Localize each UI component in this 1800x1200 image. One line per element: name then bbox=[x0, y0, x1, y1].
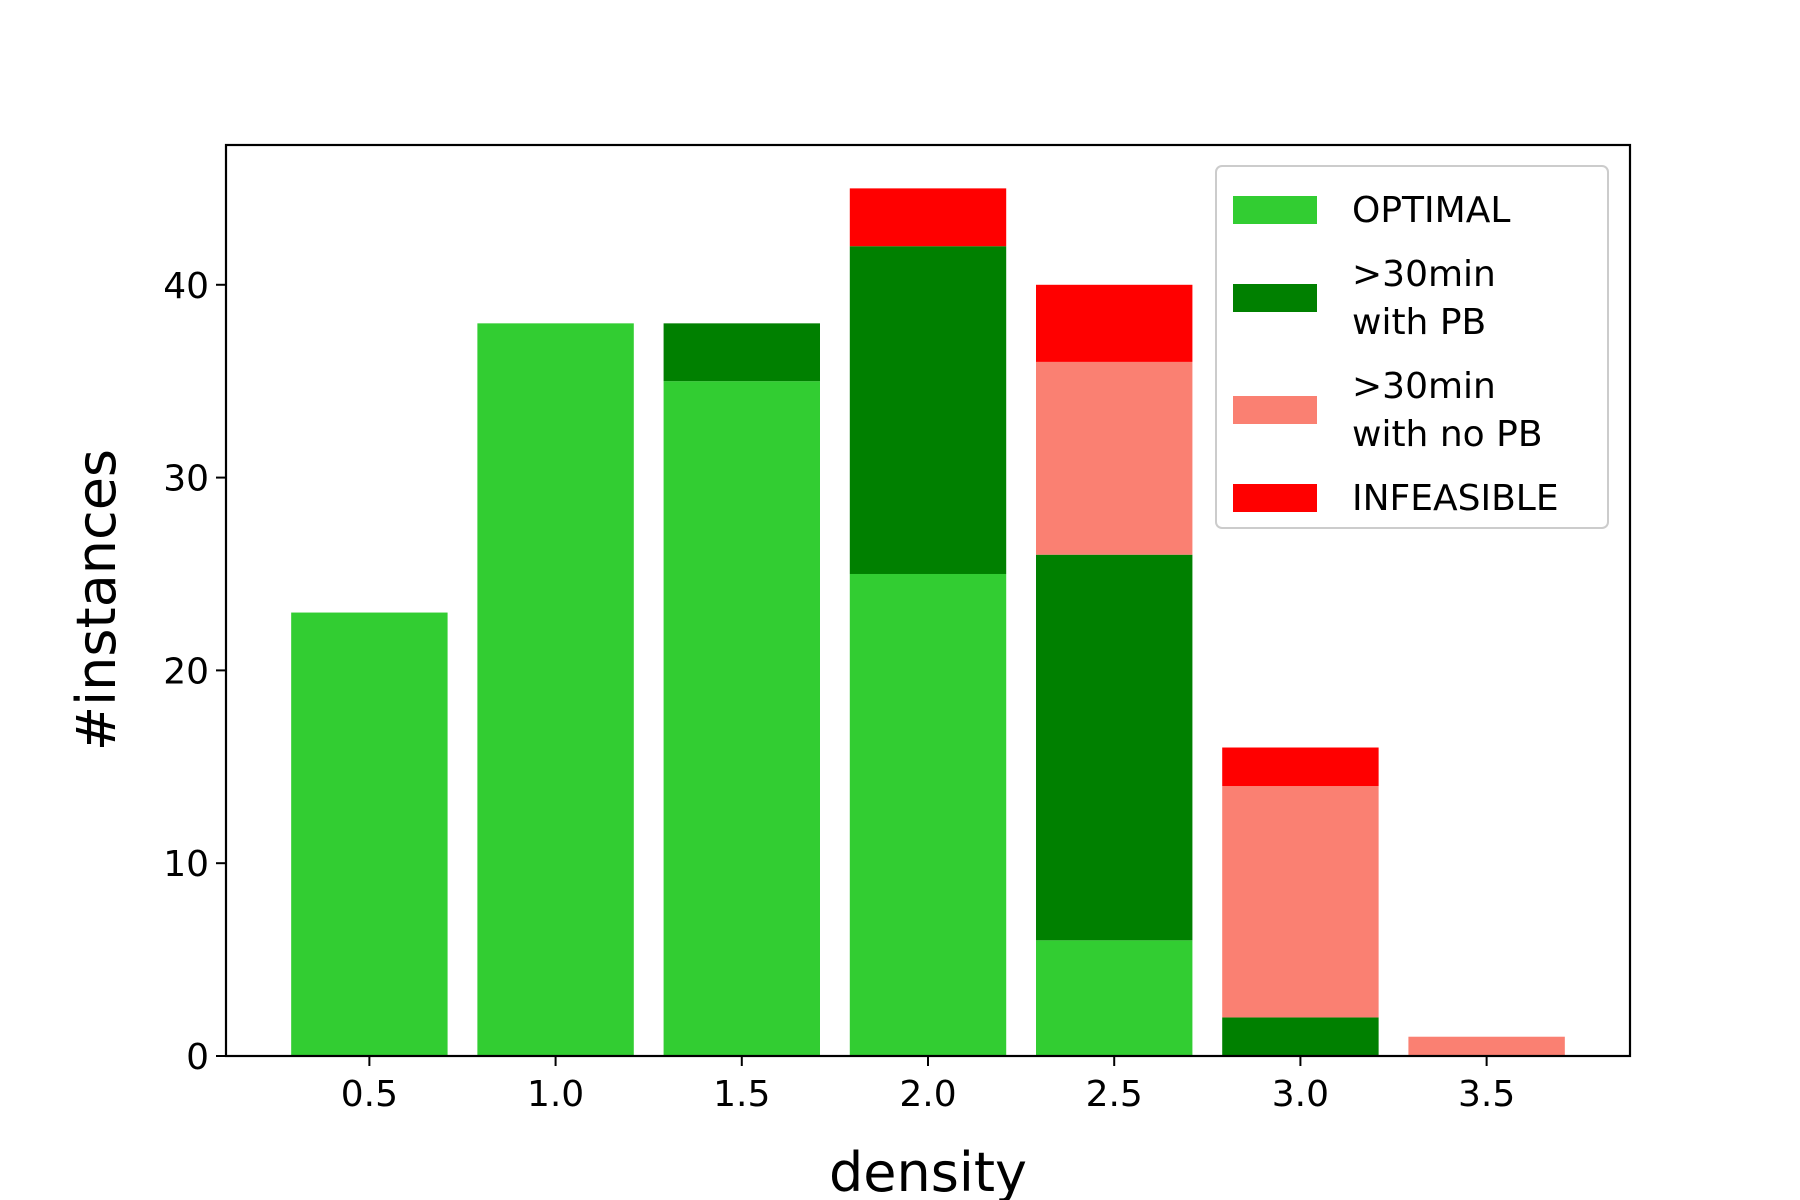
legend-swatch-1 bbox=[1233, 284, 1317, 312]
legend-label-3: INFEASIBLE bbox=[1352, 478, 1559, 519]
y-tick-label: 10 bbox=[163, 844, 209, 885]
y-axis: 0 10 20 30 40 bbox=[163, 266, 226, 1078]
legend-label-1: with PB bbox=[1352, 302, 1486, 343]
legend-frame bbox=[1215, 165, 1609, 529]
legend-label-2: with no PB bbox=[1352, 414, 1543, 455]
x-axis: 0.5 1.0 1.5 2.0 2.5 3.0 3.5 bbox=[341, 1056, 1515, 1115]
legend-swatch-0 bbox=[1233, 196, 1317, 224]
bar-2_5-series-2 bbox=[1036, 361, 1193, 555]
bar-0_5-series-0 bbox=[291, 612, 448, 1056]
y-tick-label: 20 bbox=[163, 651, 209, 692]
x-tick-label: 1.0 bbox=[527, 1074, 584, 1115]
x-tick-label: 2.5 bbox=[1086, 1074, 1143, 1115]
bar-2_0-series-3 bbox=[849, 188, 1007, 247]
legend-swatch-2 bbox=[1233, 396, 1317, 424]
bar-3_0-series-2 bbox=[1222, 786, 1379, 1018]
legend: OPTIMAL >30min with PB >30min with no PB INFE… bbox=[1215, 165, 1609, 529]
bar-2_5-series-3 bbox=[1036, 284, 1193, 362]
x-tick-label: 2.0 bbox=[899, 1074, 956, 1115]
bar-2_5-series-1 bbox=[1036, 554, 1193, 941]
bar-1_5-series-0 bbox=[663, 381, 820, 1056]
bar-2_0-series-1 bbox=[849, 246, 1007, 574]
x-tick-label: 0.5 bbox=[341, 1074, 398, 1115]
y-axis-title: #instances bbox=[65, 449, 128, 751]
bar-2_5-series-0 bbox=[1036, 940, 1193, 1056]
bars-group bbox=[291, 188, 1565, 1057]
legend-swatch-3 bbox=[1233, 484, 1317, 512]
bar-1_5-series-1 bbox=[663, 323, 820, 382]
bar-3_5-series-2 bbox=[1408, 1036, 1565, 1056]
x-tick-label: 3.0 bbox=[1272, 1074, 1329, 1115]
bar-3_0-series-1 bbox=[1222, 1017, 1379, 1056]
y-tick-label: 30 bbox=[163, 459, 209, 500]
y-tick-label: 40 bbox=[163, 266, 209, 307]
bar-1_0-series-0 bbox=[477, 323, 634, 1057]
legend-label-1: >30min bbox=[1352, 254, 1496, 295]
x-tick-label: 3.5 bbox=[1458, 1074, 1515, 1115]
legend-label-0: OPTIMAL bbox=[1352, 190, 1510, 231]
bar-3_0-series-3 bbox=[1222, 747, 1379, 787]
legend-label-2: >30min bbox=[1352, 366, 1496, 407]
y-tick-label: 0 bbox=[186, 1037, 209, 1078]
x-tick-label: 1.5 bbox=[713, 1074, 770, 1115]
x-axis-title: density bbox=[829, 1141, 1027, 1200]
bar-2_0-series-0 bbox=[849, 573, 1007, 1056]
